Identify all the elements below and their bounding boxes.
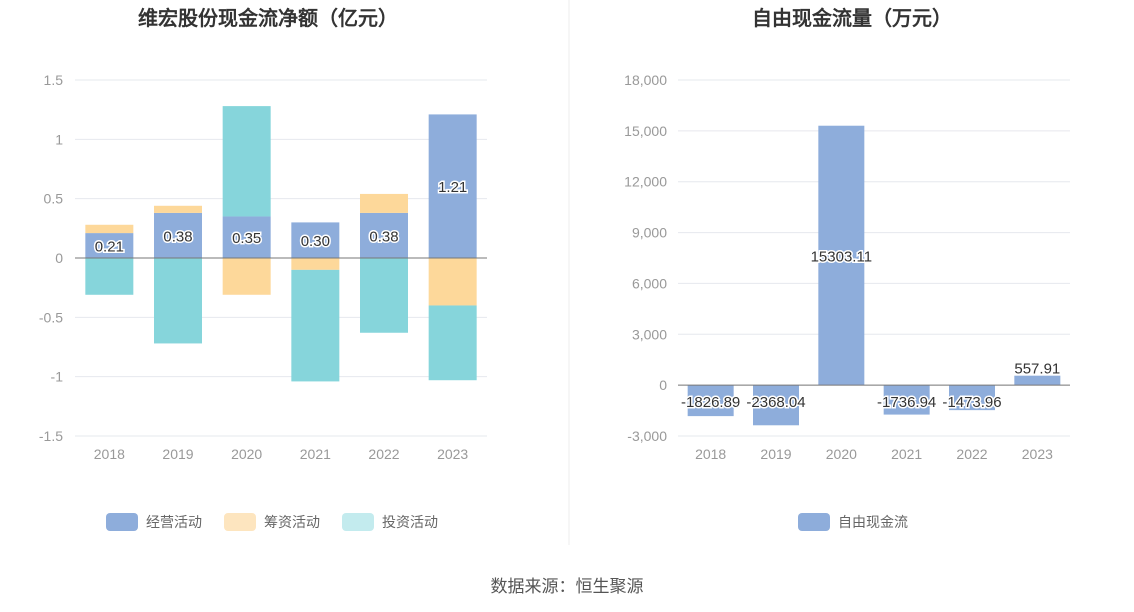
data-label: -1736.94 xyxy=(877,394,936,411)
bar-financing xyxy=(222,258,271,295)
y-tick-label: -1 xyxy=(51,369,64,385)
bar-investing xyxy=(222,106,271,217)
x-tick-label: 2021 xyxy=(891,446,922,462)
bar-free-cash-flow xyxy=(883,385,930,415)
data-label: 15303.11 xyxy=(811,248,872,265)
x-tick-label: 2018 xyxy=(94,446,125,462)
x-tick-label: 2023 xyxy=(1022,446,1053,462)
bar-financing xyxy=(85,224,134,234)
data-label: -1826.89 xyxy=(681,394,740,411)
bar-investing xyxy=(291,269,340,382)
x-tick-label: 2018 xyxy=(695,446,726,462)
y-tick-label: 0 xyxy=(659,377,667,393)
bar-financing xyxy=(154,205,202,213)
y-tick-label: 6,000 xyxy=(632,275,667,291)
right-chart: 18,000 15,000 12,000 9,000 6,000 3,000 0 -3,000… xyxy=(624,72,1070,531)
x-tick-label: 2021 xyxy=(300,446,331,462)
y-tick-label: 18,000 xyxy=(624,72,667,88)
data-label: -1473.96 xyxy=(942,394,1001,411)
y-tick-label: 12,000 xyxy=(624,174,667,190)
bar-investing xyxy=(428,305,477,381)
bar-free-cash-flow xyxy=(687,385,734,417)
y-tick-label: 1.5 xyxy=(44,72,64,88)
y-tick-label: 0 xyxy=(55,250,63,266)
data-source: 数据来源：恒生聚源 xyxy=(491,577,644,596)
data-label: 0.30 xyxy=(301,233,330,250)
y-tick-label: 0.5 xyxy=(44,191,64,207)
legend-label: 自由现金流 xyxy=(838,514,908,530)
legend-swatch xyxy=(106,513,138,531)
bar-operating xyxy=(360,212,408,258)
bar-investing xyxy=(85,258,134,295)
legend-label: 经营活动 xyxy=(146,514,202,530)
legend-label: 投资活动 xyxy=(382,514,438,530)
left-chart: 1.5 1 0.5 0 -0.5 -1 -1.5 0.21 0.38 0.35 0.30 0.38 1.… xyxy=(39,72,487,531)
legend-swatch xyxy=(342,513,374,531)
x-tick-label: 2019 xyxy=(162,446,193,462)
x-tick-label: 2023 xyxy=(437,446,468,462)
bar-operating xyxy=(291,222,340,258)
bar-free-cash-flow xyxy=(949,385,995,411)
bar-free-cash-flow xyxy=(818,125,865,386)
y-tick-label: -3,000 xyxy=(627,428,667,444)
data-label: -2368.04 xyxy=(746,394,805,411)
x-tick-label: 2020 xyxy=(231,446,262,462)
left-chart-title: 维宏股份现金流净额（亿元） xyxy=(138,6,398,30)
bar-operating xyxy=(428,114,477,258)
bar-investing xyxy=(360,258,408,333)
y-tick-label: 9,000 xyxy=(632,225,667,241)
bar-free-cash-flow xyxy=(1014,375,1061,386)
legend-swatch xyxy=(798,513,830,531)
y-tick-label: 15,000 xyxy=(624,123,667,139)
data-label: 0.38 xyxy=(163,228,192,245)
y-tick-label: 1 xyxy=(55,131,63,147)
x-tick-label: 2022 xyxy=(956,446,987,462)
y-tick-label: -0.5 xyxy=(39,309,63,325)
data-label: 557.91 xyxy=(1014,361,1060,378)
bar-free-cash-flow xyxy=(753,385,799,426)
bar-financing xyxy=(291,258,340,270)
bar-investing xyxy=(154,258,202,344)
x-tick-label: 2020 xyxy=(826,446,857,462)
data-label: 1.21 xyxy=(438,179,467,196)
data-label: 0.21 xyxy=(95,239,124,256)
x-tick-label: 2019 xyxy=(760,446,791,462)
x-tick-label: 2022 xyxy=(368,446,399,462)
y-tick-label: -1.5 xyxy=(39,428,63,444)
bar-operating xyxy=(222,216,271,258)
legend-label: 筹资活动 xyxy=(264,514,320,530)
bar-operating xyxy=(154,212,202,258)
data-label: 0.35 xyxy=(232,230,261,247)
bar-financing xyxy=(428,258,477,306)
legend-swatch xyxy=(224,513,256,531)
bar-operating xyxy=(85,233,134,258)
bar-financing xyxy=(360,193,408,213)
y-tick-label: 3,000 xyxy=(632,326,667,342)
right-chart-title: 自由现金流量（万元） xyxy=(752,6,952,30)
data-label: 0.38 xyxy=(369,228,398,245)
